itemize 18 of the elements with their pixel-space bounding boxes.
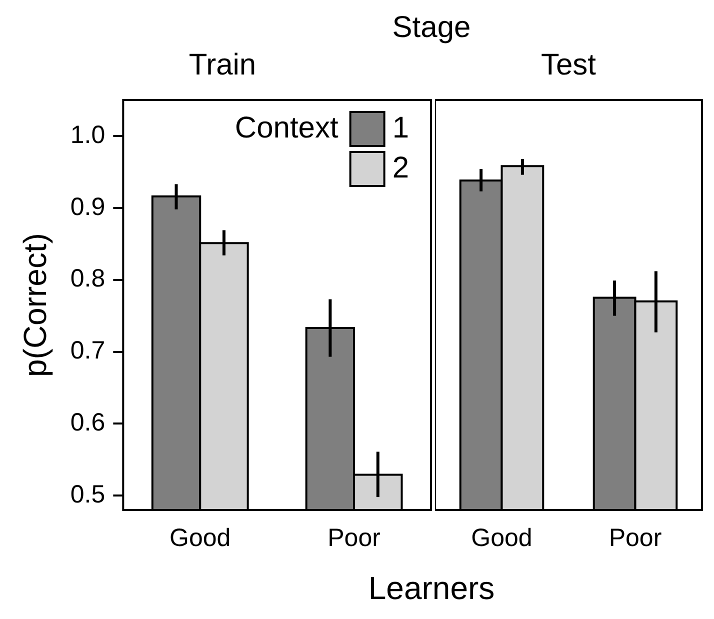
x-tick-label: Poor: [608, 524, 662, 552]
chart-title: Train: [188, 48, 256, 82]
x-tick-label: Good: [170, 524, 231, 552]
x-tick-label: Good: [471, 524, 532, 552]
legend-label: 2: [392, 151, 410, 184]
legend-title: Context: [234, 111, 339, 144]
y-axis-title: p(Correct): [17, 232, 54, 378]
y-tick-label: 0.5: [70, 480, 106, 509]
x-tick-label: Poor: [328, 524, 380, 552]
y-tick-label: 0.9: [70, 192, 106, 221]
x-axis-title: Learners: [367, 569, 496, 608]
y-tick-label: 0.7: [70, 336, 106, 365]
legend-label: 1: [392, 111, 410, 144]
y-tick-label: 1.0: [70, 120, 106, 149]
y-tick-label: 0.6: [70, 408, 106, 437]
chart-title: Test: [540, 48, 597, 82]
y-tick-label: 0.8: [70, 264, 106, 293]
text: Stage: [392, 11, 471, 44]
